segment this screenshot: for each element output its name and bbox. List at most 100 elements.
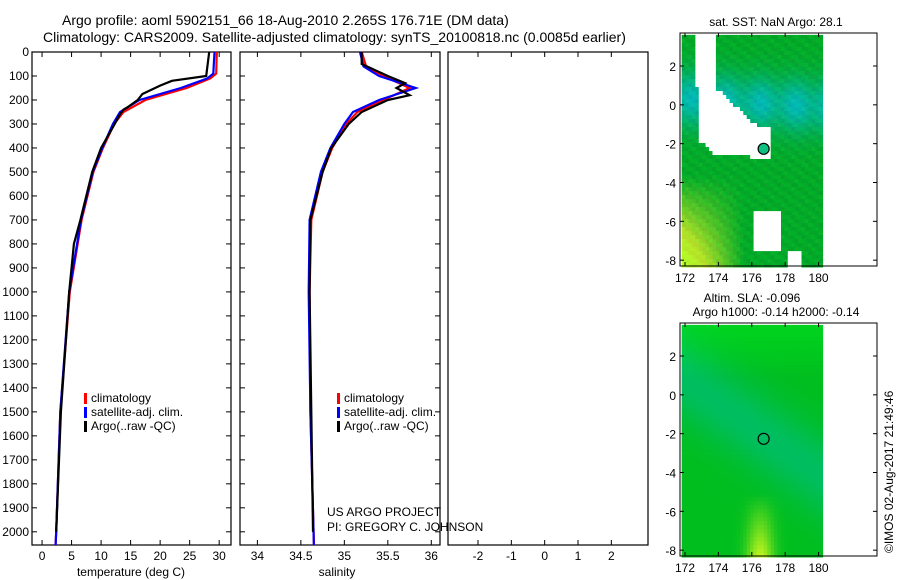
map-cell bbox=[743, 103, 748, 108]
map-cell bbox=[805, 437, 810, 442]
map-cell bbox=[808, 223, 813, 228]
map-cell bbox=[767, 171, 772, 176]
map-cell bbox=[770, 349, 776, 354]
map-cell bbox=[685, 38, 690, 44]
map-cell bbox=[787, 42, 793, 48]
map-cell bbox=[781, 111, 786, 116]
map-cell bbox=[798, 425, 803, 430]
map-cell bbox=[726, 247, 731, 252]
map-cell bbox=[774, 328, 779, 334]
map-cell bbox=[726, 385, 731, 390]
map-cell bbox=[798, 135, 803, 140]
map-cell bbox=[719, 481, 724, 486]
map-cell bbox=[702, 517, 707, 522]
map-cell bbox=[805, 405, 810, 410]
map-cell bbox=[712, 259, 717, 264]
map-cell bbox=[743, 497, 748, 502]
map-cell bbox=[801, 259, 806, 264]
map-cell bbox=[815, 324, 820, 330]
map-cell bbox=[815, 389, 820, 394]
map-cell bbox=[688, 401, 693, 406]
map-cell bbox=[691, 413, 697, 418]
map-cell bbox=[784, 175, 789, 180]
map-cell bbox=[715, 373, 721, 378]
map-cell bbox=[695, 393, 700, 398]
map-cell bbox=[763, 397, 769, 402]
map-cell bbox=[746, 481, 752, 486]
map-cell bbox=[746, 59, 752, 64]
map-cell bbox=[784, 425, 789, 430]
map-cell bbox=[705, 501, 710, 506]
map-cell bbox=[746, 509, 752, 514]
map-cell bbox=[774, 465, 779, 470]
map-cell bbox=[733, 381, 738, 386]
map-cell bbox=[712, 131, 717, 136]
map-cell bbox=[791, 59, 796, 64]
map-cell bbox=[736, 369, 741, 374]
map-cell bbox=[691, 473, 697, 478]
map-cell bbox=[818, 537, 824, 542]
map-cell bbox=[712, 328, 717, 334]
map-cell bbox=[733, 393, 738, 398]
map-cell bbox=[715, 433, 721, 438]
map-cell bbox=[763, 513, 769, 518]
map-cell bbox=[685, 67, 690, 72]
map-cell bbox=[770, 509, 776, 514]
map-cell bbox=[736, 453, 741, 458]
map-cell bbox=[719, 199, 724, 204]
map-cell bbox=[695, 441, 700, 446]
map-cell bbox=[712, 239, 717, 244]
map-cell bbox=[685, 521, 690, 526]
map-cell bbox=[719, 473, 724, 478]
map-cell bbox=[815, 38, 820, 44]
map-cell bbox=[798, 111, 803, 116]
map-cell bbox=[743, 147, 748, 152]
map-cell bbox=[733, 227, 738, 232]
map-cell bbox=[767, 477, 772, 482]
map-cell bbox=[691, 509, 697, 514]
map-cell bbox=[777, 223, 782, 228]
map-cell bbox=[685, 95, 690, 100]
map-cell bbox=[712, 393, 717, 398]
map-cell bbox=[739, 259, 745, 264]
map-cell bbox=[811, 255, 817, 260]
map-cell bbox=[781, 497, 786, 502]
map-cell bbox=[760, 131, 765, 136]
map-cell bbox=[815, 328, 820, 334]
map-cell bbox=[681, 353, 687, 358]
map-cell bbox=[808, 369, 813, 374]
map-cell bbox=[705, 199, 710, 204]
map-cell bbox=[801, 389, 806, 394]
map-cell bbox=[770, 425, 776, 430]
map-cell bbox=[791, 223, 796, 228]
map-cell bbox=[801, 143, 806, 148]
map-cell bbox=[794, 361, 800, 366]
map-cell bbox=[753, 179, 758, 184]
map-cell bbox=[702, 111, 707, 116]
map-cell bbox=[729, 357, 734, 362]
map-cell bbox=[739, 63, 745, 68]
map-cell bbox=[688, 453, 693, 458]
map-cell bbox=[685, 493, 690, 498]
map-cell bbox=[760, 243, 765, 248]
map-cell bbox=[805, 215, 810, 220]
map-cell bbox=[698, 175, 704, 180]
map-cell bbox=[712, 441, 717, 446]
map-cell bbox=[781, 103, 786, 108]
map-cell bbox=[757, 517, 762, 522]
map-cell bbox=[767, 328, 772, 334]
map-cell bbox=[746, 155, 752, 160]
map-cell bbox=[801, 485, 806, 490]
map-cell bbox=[757, 337, 762, 342]
map-cell bbox=[781, 529, 786, 534]
map-cell bbox=[777, 361, 782, 366]
map-cell bbox=[753, 361, 758, 366]
map-cell bbox=[757, 389, 762, 394]
map-cell bbox=[815, 34, 820, 40]
map-cell bbox=[739, 211, 745, 216]
map-cell bbox=[695, 159, 700, 164]
map-cell bbox=[770, 195, 776, 200]
map-cell bbox=[791, 324, 796, 330]
x-tick-label: 25 bbox=[183, 549, 197, 563]
map-cell bbox=[719, 457, 724, 462]
